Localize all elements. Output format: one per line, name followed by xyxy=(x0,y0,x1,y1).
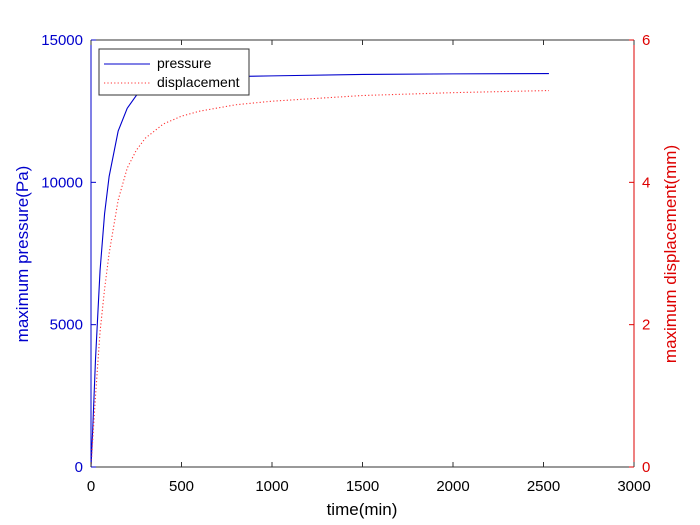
x-tick-label: 1500 xyxy=(346,478,379,495)
left-y-tick-label: 0 xyxy=(75,459,83,476)
series-line-displacement xyxy=(90,89,549,468)
x-tick-label: 500 xyxy=(169,478,194,495)
x-axis-title: time(min) xyxy=(327,500,398,519)
left-y-tick-label: 5000 xyxy=(50,317,83,334)
right-y-tick-label: 4 xyxy=(642,174,650,191)
legend-label-pressure: pressure xyxy=(157,55,212,71)
left-y-tick-label: 15000 xyxy=(41,32,83,49)
legend-label-displacement: displacement xyxy=(157,74,240,90)
x-tick-label: 2500 xyxy=(527,478,560,495)
x-tick-label: 0 xyxy=(87,478,95,495)
x-tick-label: 3000 xyxy=(617,478,650,495)
legend: pressure displacement xyxy=(98,48,250,96)
x-tick-label: 2000 xyxy=(436,478,469,495)
plot-background xyxy=(91,40,634,467)
axes-layer: 0 500 1000 1500 2000 2500 3000 0 5000 10000 15000 0… xyxy=(41,32,650,495)
right-y-tick-label: 0 xyxy=(642,459,650,476)
legend-box xyxy=(98,48,250,96)
left-y-axis-title: maximum pressure(Pa) xyxy=(13,166,32,343)
x-tick-label: 1000 xyxy=(255,478,288,495)
right-y-tick-label: 6 xyxy=(642,32,650,49)
left-y-tick-label: 10000 xyxy=(41,174,83,191)
right-y-tick-label: 2 xyxy=(642,317,650,334)
right-y-axis-title: maximum displacement(mm) xyxy=(661,145,680,363)
